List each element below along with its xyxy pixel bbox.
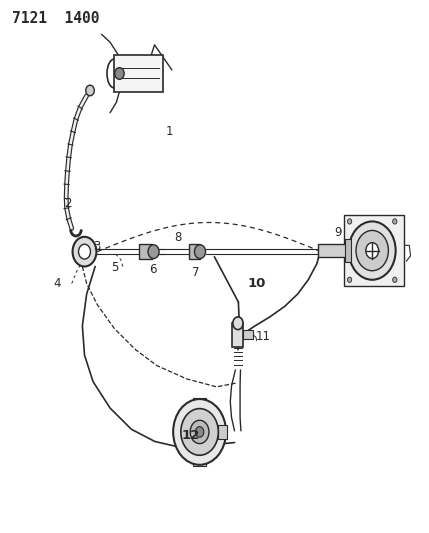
FancyBboxPatch shape <box>218 425 227 439</box>
Circle shape <box>86 85 94 96</box>
Text: 2: 2 <box>63 197 71 211</box>
Circle shape <box>194 245 205 259</box>
FancyBboxPatch shape <box>193 398 206 408</box>
Circle shape <box>73 237 97 266</box>
Text: 7121  1400: 7121 1400 <box>12 11 100 26</box>
FancyBboxPatch shape <box>318 244 347 257</box>
Text: 1: 1 <box>166 125 173 138</box>
Text: 3: 3 <box>94 240 101 253</box>
Text: 12: 12 <box>182 429 200 442</box>
Circle shape <box>356 230 388 271</box>
Circle shape <box>190 420 209 443</box>
FancyBboxPatch shape <box>193 456 206 466</box>
Circle shape <box>148 245 159 259</box>
FancyBboxPatch shape <box>139 244 152 259</box>
Circle shape <box>393 277 397 282</box>
FancyBboxPatch shape <box>345 239 351 262</box>
Circle shape <box>79 244 91 259</box>
Text: 9: 9 <box>334 225 342 239</box>
Circle shape <box>173 399 226 465</box>
Circle shape <box>366 243 379 259</box>
Circle shape <box>233 317 243 329</box>
FancyBboxPatch shape <box>243 329 253 338</box>
FancyBboxPatch shape <box>344 215 404 286</box>
FancyBboxPatch shape <box>188 244 200 259</box>
Text: 10: 10 <box>248 278 266 290</box>
Circle shape <box>181 409 218 455</box>
Text: 8: 8 <box>175 231 182 244</box>
FancyBboxPatch shape <box>115 55 163 92</box>
Text: 11: 11 <box>256 330 271 343</box>
Text: 4: 4 <box>53 277 60 290</box>
Circle shape <box>393 219 397 224</box>
Circle shape <box>347 219 352 224</box>
FancyBboxPatch shape <box>233 323 244 346</box>
Text: 7: 7 <box>192 266 199 279</box>
Circle shape <box>347 277 352 282</box>
Circle shape <box>349 221 396 280</box>
Circle shape <box>195 426 204 437</box>
Circle shape <box>115 68 124 79</box>
Text: 5: 5 <box>111 261 118 274</box>
Text: 6: 6 <box>149 263 157 276</box>
